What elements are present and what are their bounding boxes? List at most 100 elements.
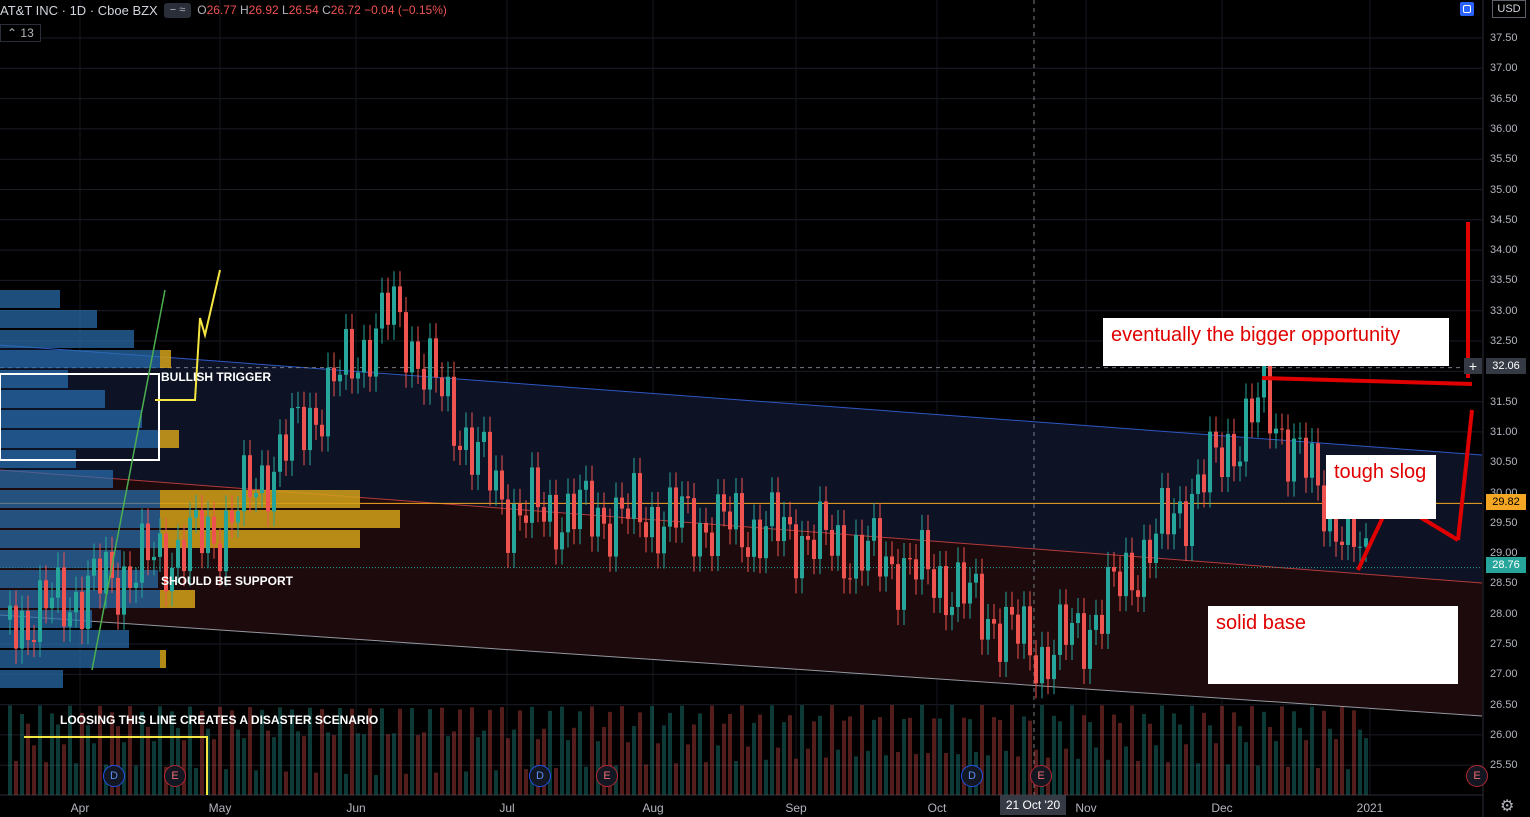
volume-bar xyxy=(98,705,102,795)
earnings-marker[interactable]: E xyxy=(1466,765,1488,787)
volume-bar xyxy=(848,716,852,795)
candle xyxy=(122,566,126,615)
price-tick: 30.50 xyxy=(1490,456,1518,469)
price-tick: 35.50 xyxy=(1490,153,1518,166)
volume-bar xyxy=(200,710,204,795)
volume-bar xyxy=(254,770,258,795)
volume-bar xyxy=(494,770,498,795)
volume-profile-bar xyxy=(0,550,121,568)
volume-bar xyxy=(1106,759,1110,795)
volume-bar xyxy=(1208,725,1212,795)
candle xyxy=(134,582,138,588)
volume-bar xyxy=(20,713,24,795)
crosshair-date: 21 Oct '20 xyxy=(1000,795,1066,815)
candle xyxy=(1094,614,1098,630)
price-tick: 36.50 xyxy=(1490,92,1518,105)
compare-icon[interactable] xyxy=(1460,2,1474,16)
candle xyxy=(284,434,288,461)
tough-slog-note[interactable]: tough slog xyxy=(1326,455,1436,519)
candle xyxy=(56,567,60,598)
volume-bar xyxy=(350,708,354,795)
candle xyxy=(350,329,354,379)
volume-bar xyxy=(410,707,414,795)
volume-bar xyxy=(752,722,756,795)
candle xyxy=(806,535,810,540)
candle xyxy=(1298,437,1302,439)
volume-bar xyxy=(1244,742,1248,795)
candle xyxy=(488,431,492,491)
dividend-marker[interactable]: D xyxy=(529,765,551,787)
yellow-path xyxy=(155,269,221,401)
volume-bar xyxy=(86,725,90,795)
candle xyxy=(494,470,498,491)
volume-bar xyxy=(386,734,390,795)
settings-gear-icon[interactable]: ⚙ xyxy=(1500,798,1515,815)
volume-bar xyxy=(1346,769,1350,795)
candle xyxy=(1304,437,1308,478)
volume-profile-bar xyxy=(160,490,360,508)
price-tick: 27.50 xyxy=(1490,638,1518,650)
volume-bar xyxy=(572,727,576,795)
volume-bar xyxy=(1190,705,1194,795)
volume-bar xyxy=(1316,768,1320,795)
candle xyxy=(746,547,750,557)
candle xyxy=(158,533,162,557)
volume-bar xyxy=(224,769,228,795)
price-change-pill[interactable]: − ≈ xyxy=(163,2,192,18)
volume-bar xyxy=(692,724,696,795)
volume-bar xyxy=(626,742,630,795)
candle xyxy=(674,487,678,528)
crosshair-plus-icon[interactable]: + xyxy=(1464,358,1482,374)
candle xyxy=(296,406,300,409)
volume-bar xyxy=(1094,747,1098,795)
volume-bar xyxy=(878,717,882,795)
volume-bar xyxy=(188,706,192,795)
volume-bar xyxy=(194,767,198,795)
volume-bar xyxy=(806,748,810,795)
earnings-marker[interactable]: E xyxy=(1030,765,1052,787)
volume-bar xyxy=(470,707,474,795)
volume-profile-bar xyxy=(0,430,160,448)
candle xyxy=(212,516,216,544)
volume-bar xyxy=(1238,726,1242,795)
solid-base-note[interactable]: solid base xyxy=(1208,606,1458,684)
time-tick: Aug xyxy=(642,801,664,815)
volume-bar xyxy=(1364,738,1368,795)
time-tick: Apr xyxy=(70,801,90,815)
volume-bar xyxy=(890,705,894,795)
volume-profile-bar xyxy=(0,390,105,408)
volume-bar xyxy=(686,744,690,795)
candle xyxy=(524,515,528,523)
volume-bar xyxy=(668,712,672,795)
candle xyxy=(1334,499,1338,542)
candle xyxy=(146,523,150,561)
trigger-box xyxy=(0,373,160,461)
lower-trendline xyxy=(0,614,1483,717)
candle xyxy=(392,286,396,325)
candle xyxy=(86,575,90,630)
earnings-marker[interactable]: E xyxy=(596,765,618,787)
dividend-marker[interactable]: D xyxy=(103,765,125,787)
earnings-marker[interactable]: E xyxy=(164,765,186,787)
volume-bar xyxy=(212,739,216,795)
volume-bar xyxy=(278,707,282,795)
time-tick: May xyxy=(208,801,232,815)
volume-bar xyxy=(338,708,342,795)
volume-bar xyxy=(980,705,984,795)
price-tick: 31.00 xyxy=(1490,425,1518,438)
volume-bar xyxy=(458,709,462,795)
opportunity-note[interactable]: eventually the bigger opportunity xyxy=(1103,318,1449,366)
volume-bar xyxy=(1028,720,1032,795)
volume-bar xyxy=(968,719,972,795)
candle xyxy=(446,376,450,397)
volume-bar xyxy=(266,730,270,795)
currency-label[interactable]: USD xyxy=(1492,0,1526,18)
price-tick: 28.50 xyxy=(1490,577,1518,590)
candle xyxy=(584,480,588,490)
volume-bar xyxy=(1124,746,1128,795)
candle xyxy=(254,493,258,498)
candle xyxy=(290,408,294,461)
dividend-marker[interactable]: D xyxy=(961,765,983,787)
indicator-toggle[interactable]: ⌃ 13 xyxy=(0,24,41,42)
